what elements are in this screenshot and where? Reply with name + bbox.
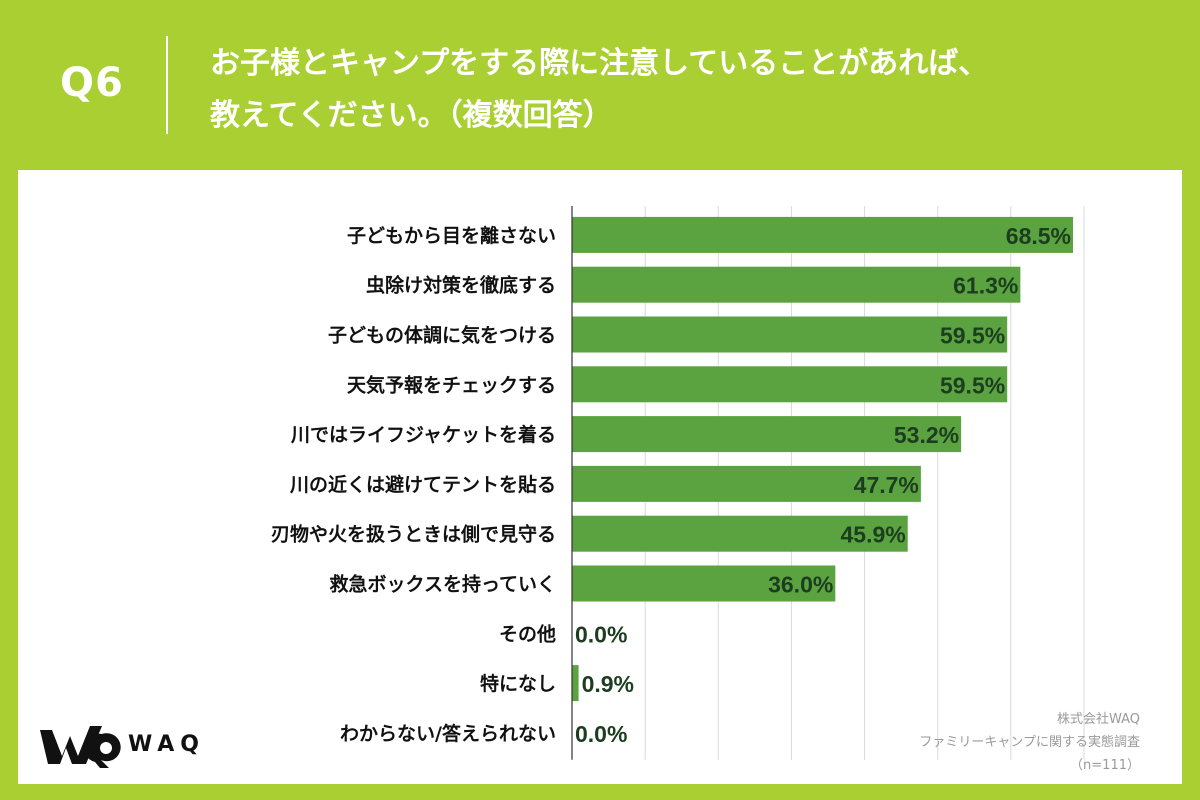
category-label: 子どもから目を離さない [347, 224, 556, 247]
bar [572, 665, 579, 702]
value-label: 45.9% [841, 522, 906, 548]
logo-text: WAQ [128, 732, 206, 757]
value-label: 59.5% [940, 323, 1005, 349]
bar [572, 316, 1008, 353]
category-label: 川ではライフジャケットを着る [290, 423, 556, 446]
source-sample: （n=111） [1070, 758, 1140, 773]
source-survey: ファミリーキャンプに関する実態調査 [919, 735, 1140, 750]
bar [572, 416, 962, 453]
header-divider [166, 36, 168, 134]
bar [572, 565, 836, 602]
source-note: 株式会社WAQ ファミリーキャンプに関する実態調査 （n=111） [820, 708, 1140, 777]
bar [572, 266, 1021, 303]
category-label: 刃物や火を扱うときは側で見守る [271, 523, 556, 546]
question-title: お子様とキャンプをする際に注意していることがあれば、 教えてください。（複数回答… [210, 38, 1170, 142]
header: Q6 お子様とキャンプをする際に注意していることがあれば、 教えてください。（複… [0, 0, 1200, 170]
bar [572, 216, 1074, 253]
bar-chart: 子どもから目を離さない 68.5% 虫除け対策を徹底する 61.3% 子どもの体調に気を… [271, 206, 1085, 760]
source-company: 株式会社WAQ [1056, 712, 1140, 727]
question-number: Q6 [60, 60, 124, 106]
value-label: 36.0% [768, 572, 833, 598]
value-label: 59.5% [940, 372, 1005, 398]
value-label: 0.0% [575, 621, 627, 647]
value-label: 0.0% [575, 721, 627, 747]
bar [572, 465, 921, 502]
question-title-line-1: お子様とキャンプをする際に注意していることがあれば、 [210, 46, 989, 81]
bar [572, 366, 1008, 403]
category-label: 天気予報をチェックする [347, 373, 556, 396]
value-label: 61.3% [953, 273, 1018, 299]
category-label: 子どもの体調に気をつける [328, 324, 556, 347]
value-label: 68.5% [1006, 223, 1071, 249]
value-label: 47.7% [854, 472, 919, 498]
category-label: 虫除け対策を徹底する [366, 274, 556, 297]
chart-panel: 子どもから目を離さない 68.5% 虫除け対策を徹底する 61.3% 子どもの体調に気を… [18, 170, 1182, 784]
value-label: 53.2% [894, 422, 959, 448]
category-label: その他 [499, 622, 556, 645]
category-label: 救急ボックスを持っていく [330, 573, 556, 596]
bar [572, 515, 908, 552]
category-label: わからない/答えられない [340, 722, 556, 745]
value-label: 0.9% [582, 671, 634, 697]
category-label: 川の近くは避けてテントを貼る [289, 473, 556, 496]
waq-logo-icon [40, 726, 121, 768]
question-title-line-2: 教えてください。（複数回答） [210, 98, 613, 133]
category-label: 特になし [480, 673, 556, 695]
